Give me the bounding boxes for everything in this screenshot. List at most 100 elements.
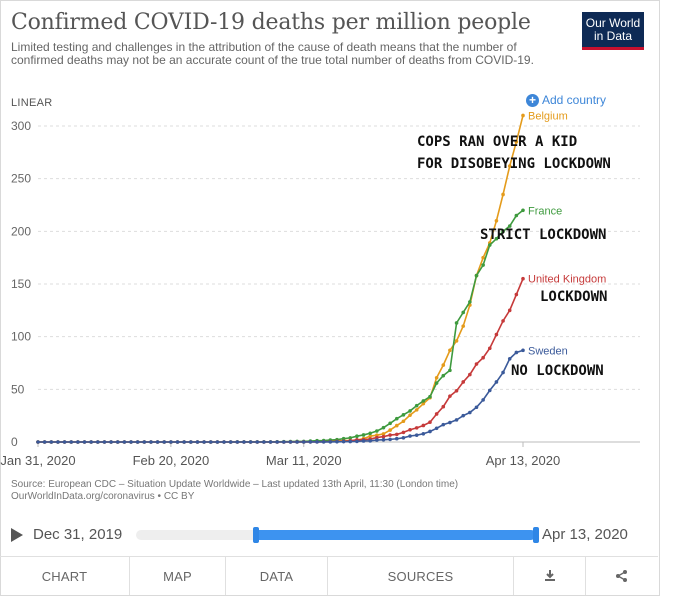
- data-point-france: [414, 403, 419, 408]
- data-point-france: [401, 413, 406, 417]
- data-point-france: [474, 273, 479, 278]
- data-point-sweden: [62, 440, 67, 444]
- tab-sources[interactable]: SOURCES: [328, 557, 514, 595]
- data-point-sweden: [301, 440, 306, 444]
- data-point-uk: [481, 355, 485, 360]
- data-point-sweden: [115, 440, 120, 444]
- data-point-sweden: [461, 413, 466, 418]
- series-line-france[interactable]: [38, 209, 524, 443]
- series-label-france[interactable]: France: [528, 205, 562, 217]
- data-point-sweden: [288, 440, 293, 444]
- data-point-sweden: [434, 426, 439, 431]
- data-point-sweden: [328, 440, 333, 444]
- data-point-sweden: [135, 440, 140, 444]
- y-tick-label: 100: [11, 330, 31, 344]
- data-point-belgium: [494, 219, 499, 223]
- data-point-belgium: [414, 408, 419, 412]
- data-point-france: [434, 381, 439, 385]
- data-point-sweden: [494, 380, 499, 384]
- data-point-uk: [501, 319, 505, 323]
- series-label-uk[interactable]: United Kingdom: [528, 274, 606, 286]
- data-point-belgium: [408, 413, 412, 417]
- data-point-sweden: [394, 436, 399, 441]
- play-icon[interactable]: [11, 528, 23, 542]
- series-sweden[interactable]: Sweden: [36, 345, 568, 444]
- timeline-track[interactable]: [136, 527, 539, 543]
- data-point-belgium: [461, 324, 466, 328]
- data-point-france: [448, 368, 452, 373]
- data-point-sweden: [175, 440, 180, 444]
- data-point-sweden: [242, 440, 246, 444]
- y-tick-label: 250: [11, 172, 31, 186]
- data-point-sweden: [401, 435, 406, 440]
- data-point-uk: [494, 332, 499, 337]
- data-point-sweden: [129, 440, 133, 444]
- timeline-start-handle[interactable]: [253, 527, 259, 543]
- data-point-sweden: [381, 437, 386, 442]
- data-point-sweden: [235, 440, 240, 444]
- data-point-sweden: [441, 422, 446, 427]
- data-point-uk: [521, 276, 525, 281]
- data-point-uk: [401, 430, 406, 435]
- data-point-uk: [448, 394, 452, 398]
- add-country-label: Add country: [542, 93, 607, 107]
- series-uk[interactable]: United Kingdom: [36, 274, 606, 444]
- data-point-france: [501, 229, 505, 234]
- data-point-sweden: [109, 440, 113, 444]
- data-point-belgium: [394, 423, 399, 428]
- data-point-france: [355, 434, 359, 439]
- add-country-button[interactable]: + Add country: [526, 93, 606, 107]
- owid-logo[interactable]: Our World in Data: [582, 12, 644, 50]
- data-point-uk: [421, 423, 426, 428]
- data-point-uk: [507, 308, 512, 313]
- data-point-belgium: [507, 164, 512, 168]
- timeline-selected-range[interactable]: [253, 527, 539, 543]
- annotation-uk: LOCKDOWN: [540, 289, 607, 305]
- data-point-sweden: [335, 439, 339, 444]
- tab-data[interactable]: DATA: [226, 557, 328, 595]
- tab-map[interactable]: MAP: [130, 557, 226, 595]
- data-point-belgium: [368, 434, 372, 439]
- data-point-france: [408, 409, 412, 413]
- data-point-sweden: [514, 350, 519, 355]
- y-tick-labels: 0 50 100 150 200 250 300: [11, 119, 31, 449]
- data-point-france: [514, 213, 519, 218]
- data-point-belgium: [421, 401, 426, 406]
- data-point-france: [368, 431, 372, 436]
- timeline-end-handle[interactable]: [533, 527, 539, 543]
- data-point-uk: [434, 412, 439, 416]
- share-button[interactable]: [586, 557, 658, 595]
- data-point-france: [494, 236, 499, 241]
- data-point-sweden: [355, 439, 359, 444]
- series-line-uk[interactable]: [38, 278, 524, 443]
- data-point-belgium: [388, 428, 392, 432]
- tab-bar: CHART MAP DATA SOURCES: [0, 556, 658, 595]
- data-point-sweden: [122, 440, 127, 444]
- download-button[interactable]: [514, 557, 586, 595]
- tab-chart[interactable]: CHART: [0, 557, 130, 595]
- data-point-sweden: [361, 439, 366, 443]
- data-point-france: [421, 399, 426, 403]
- download-icon: [544, 570, 555, 581]
- share-icon: [616, 570, 627, 582]
- scale-toggle[interactable]: LINEAR: [11, 97, 53, 109]
- data-point-sweden: [169, 440, 173, 444]
- data-point-sweden: [215, 440, 220, 444]
- data-point-sweden: [315, 440, 319, 444]
- data-point-sweden: [102, 440, 107, 444]
- data-point-sweden: [348, 439, 353, 444]
- data-point-belgium: [514, 140, 519, 144]
- data-point-uk: [414, 426, 419, 430]
- x-tick-label: Apr 13, 2020: [486, 453, 560, 468]
- data-point-uk: [381, 434, 386, 439]
- data-point-sweden: [368, 439, 372, 443]
- data-point-uk: [487, 346, 492, 351]
- y-tick-label: 200: [11, 224, 31, 238]
- series-lines: Belgium France United Kingdom Sweden: [36, 110, 606, 444]
- data-point-sweden: [142, 440, 147, 444]
- data-point-sweden: [321, 440, 326, 444]
- data-point-sweden: [76, 440, 80, 444]
- series-label-belgium[interactable]: Belgium: [528, 110, 568, 122]
- series-label-sweden[interactable]: Sweden: [528, 345, 568, 357]
- data-point-uk: [394, 432, 399, 437]
